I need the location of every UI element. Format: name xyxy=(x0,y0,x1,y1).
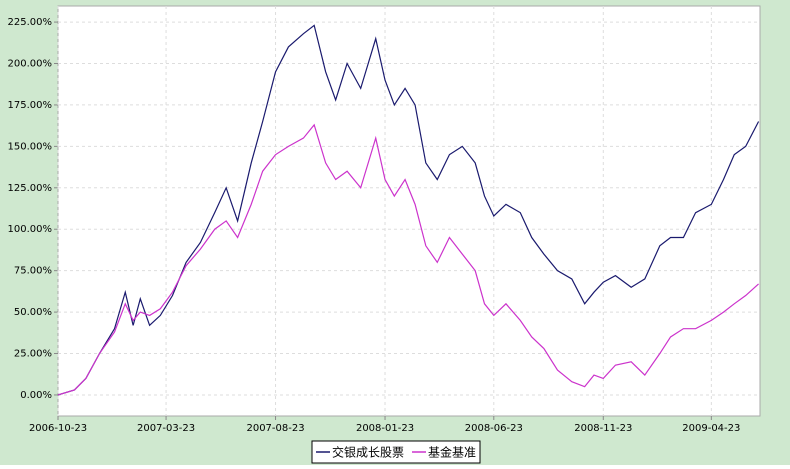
y-tick-label: 150.00% xyxy=(8,141,53,152)
y-tick-label: 0.00% xyxy=(20,390,52,401)
x-tick-label: 2008-01-23 xyxy=(356,423,414,434)
x-tick-label: 2008-11-23 xyxy=(574,423,632,434)
x-tick-label: 2007-03-23 xyxy=(137,423,195,434)
y-tick-label: 125.00% xyxy=(8,183,53,194)
legend-label: 交银成长股票 xyxy=(332,445,404,460)
y-tick-label: 175.00% xyxy=(8,100,53,111)
y-tick-label: 50.00% xyxy=(14,307,52,318)
legend-label: 基金基准 xyxy=(428,445,476,460)
y-tick-label: 200.00% xyxy=(8,59,53,70)
y-tick-label: 75.00% xyxy=(14,266,52,277)
x-tick-label: 2009-04-23 xyxy=(682,423,740,434)
y-tick-label: 25.00% xyxy=(14,349,52,360)
y-tick-label: 100.00% xyxy=(8,224,53,235)
series-line xyxy=(57,123,759,396)
x-tick-label: 2007-08-23 xyxy=(246,423,304,434)
series-line xyxy=(57,24,760,396)
x-tick-label: 2006-10-23 xyxy=(29,423,87,434)
x-tick-label: 2008-06-23 xyxy=(465,423,523,434)
y-tick-label: 225.00% xyxy=(8,17,53,28)
plot-area xyxy=(57,5,761,417)
legend-box xyxy=(311,440,481,464)
